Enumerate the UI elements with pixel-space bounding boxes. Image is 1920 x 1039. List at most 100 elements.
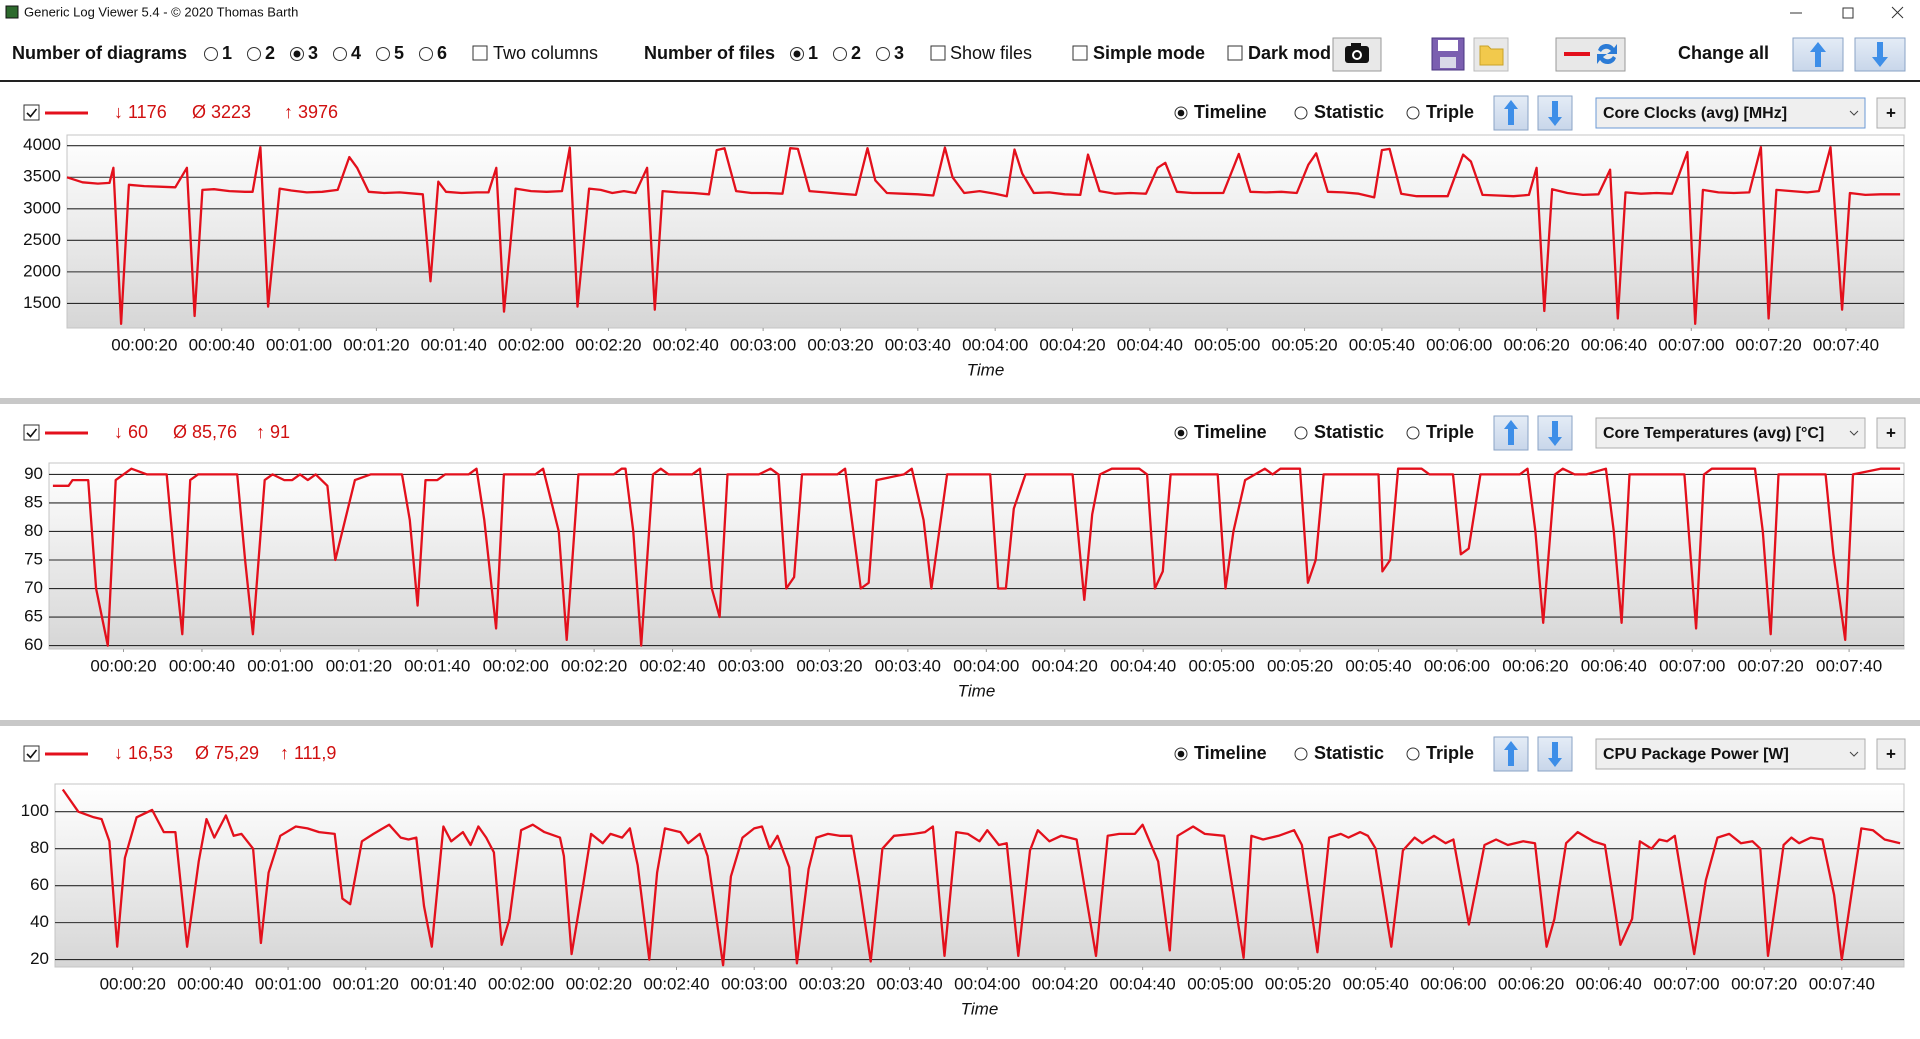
y-tick-label: 1500: [23, 293, 61, 312]
x-tick-label: 00:07:00: [1658, 335, 1724, 354]
diagrams-option[interactable]: 4: [351, 43, 361, 63]
diagrams-radio[interactable]: [376, 47, 390, 61]
diagrams-radio[interactable]: [204, 47, 218, 61]
files-radio[interactable]: [876, 47, 890, 61]
x-tick-label: 00:03:20: [807, 335, 873, 354]
view-option[interactable]: Timeline: [1194, 102, 1267, 122]
x-tick-label: 00:02:20: [575, 335, 641, 354]
view-radio[interactable]: [1294, 106, 1308, 120]
x-tick-label: 00:02:40: [639, 656, 705, 675]
open-folder-button[interactable]: [1473, 37, 1509, 72]
view-option[interactable]: Statistic: [1314, 743, 1384, 763]
x-tick-label: 00:01:20: [333, 974, 399, 993]
x-tick-label: 00:02:20: [566, 974, 632, 993]
view-radio[interactable]: [1294, 747, 1308, 761]
add-button-label[interactable]: +: [1886, 103, 1896, 122]
add-button[interactable]: [1876, 97, 1906, 129]
diagrams-label: Number of diagrams: [12, 43, 187, 63]
checkmark: [26, 108, 38, 118]
move-up-all-button[interactable]: [1792, 37, 1844, 72]
close-button[interactable]: [1891, 6, 1904, 19]
x-tick-label: 00:05:00: [1187, 974, 1253, 993]
files-option[interactable]: 3: [894, 43, 904, 63]
up-arrow: [1504, 741, 1518, 766]
x-tick-label: 00:04:40: [1110, 656, 1176, 675]
panel-divider: [0, 398, 1920, 404]
simple-mode-label[interactable]: Simple mode: [1093, 43, 1205, 63]
x-tick-label: 00:04:20: [1032, 656, 1098, 675]
x-tick-label: 00:02:20: [561, 656, 627, 675]
visible-checkbox[interactable]: [23, 104, 40, 121]
down-arrow: [1548, 742, 1562, 767]
x-tick-label: 00:06:40: [1581, 656, 1647, 675]
two-columns-label[interactable]: Two columns: [493, 43, 598, 63]
y-tick-label: 90: [24, 464, 43, 483]
x-tick-label: 00:04:00: [954, 974, 1020, 993]
diagrams-option[interactable]: 1: [222, 43, 232, 63]
sensor-dropdown[interactable]: [1595, 97, 1866, 129]
view-option[interactable]: Timeline: [1194, 743, 1267, 763]
add-button[interactable]: [1876, 738, 1906, 770]
diagrams-option[interactable]: 3: [308, 43, 318, 63]
x-tick-label: 00:03:20: [799, 974, 865, 993]
y-tick-label: 80: [24, 521, 43, 540]
swap-color-button[interactable]: [1555, 37, 1626, 72]
show-files-label[interactable]: Show files: [950, 43, 1032, 63]
diagrams-option[interactable]: 5: [394, 43, 404, 63]
view-option[interactable]: Statistic: [1314, 422, 1384, 442]
view-option[interactable]: Triple: [1426, 743, 1474, 763]
visible-checkbox[interactable]: [23, 745, 40, 762]
two-columns-checkbox[interactable]: [472, 45, 488, 61]
stat-label: ↓ 60: [114, 422, 148, 442]
files-option[interactable]: 1: [808, 43, 818, 63]
y-tick-label: 70: [24, 578, 43, 597]
dark-mode-label[interactable]: Dark mod: [1248, 43, 1331, 63]
files-option[interactable]: 2: [851, 43, 861, 63]
view-option[interactable]: Timeline: [1194, 422, 1267, 442]
sensor-name[interactable]: Core Temperatures (avg) [°C]: [1603, 425, 1824, 442]
save-button[interactable]: [1431, 37, 1465, 71]
diagrams-option[interactable]: 2: [265, 43, 275, 63]
x-tick-label: 00:07:00: [1659, 656, 1725, 675]
sensor-name[interactable]: CPU Package Power [W]: [1603, 746, 1789, 763]
visible-checkbox[interactable]: [23, 424, 40, 441]
sensor-dropdown[interactable]: [1595, 738, 1866, 770]
add-button-label[interactable]: +: [1886, 423, 1896, 442]
view-option[interactable]: Triple: [1426, 102, 1474, 122]
stat-label: ↑ 111,9: [280, 743, 336, 763]
x-tick-label: 00:02:00: [498, 335, 564, 354]
view-radio-dot: [1177, 429, 1185, 437]
x-tick-label: 00:01:20: [343, 335, 409, 354]
add-button-label[interactable]: +: [1886, 744, 1896, 763]
stat-label: Ø 85,76: [173, 422, 237, 442]
panel-divider: [0, 720, 1920, 726]
show-files-checkbox[interactable]: [930, 45, 946, 61]
view-radio[interactable]: [1406, 747, 1420, 761]
view-option[interactable]: Triple: [1426, 422, 1474, 442]
diagrams-radio[interactable]: [333, 47, 347, 61]
x-tick-label: 00:03:40: [875, 656, 941, 675]
screenshot-button[interactable]: [1332, 37, 1382, 72]
files-radio[interactable]: [833, 47, 847, 61]
y-tick-label: 80: [30, 838, 49, 857]
view-radio[interactable]: [1294, 426, 1308, 440]
dark-mode-checkbox[interactable]: [1227, 45, 1243, 61]
move-down-all-button[interactable]: [1854, 37, 1906, 72]
simple-mode-checkbox[interactable]: [1072, 45, 1088, 61]
view-radio[interactable]: [1406, 426, 1420, 440]
add-button[interactable]: [1876, 417, 1906, 449]
diagrams-radio-dot: [293, 50, 301, 58]
dropdown-chevron: [1849, 110, 1859, 116]
diagrams-radio[interactable]: [419, 47, 433, 61]
diagrams-radio[interactable]: [247, 47, 261, 61]
restore-button[interactable]: [1842, 7, 1854, 19]
x-axis-label: Time: [958, 681, 996, 700]
y-tick-label: 2000: [23, 261, 61, 280]
diagrams-option[interactable]: 6: [437, 43, 447, 63]
checkmark: [26, 749, 38, 759]
sensor-name[interactable]: Core Clocks (avg) [MHz]: [1603, 105, 1787, 122]
view-option[interactable]: Statistic: [1314, 102, 1384, 122]
sensor-dropdown[interactable]: [1595, 417, 1866, 449]
view-radio[interactable]: [1406, 106, 1420, 120]
x-tick-label: 00:00:40: [189, 335, 255, 354]
